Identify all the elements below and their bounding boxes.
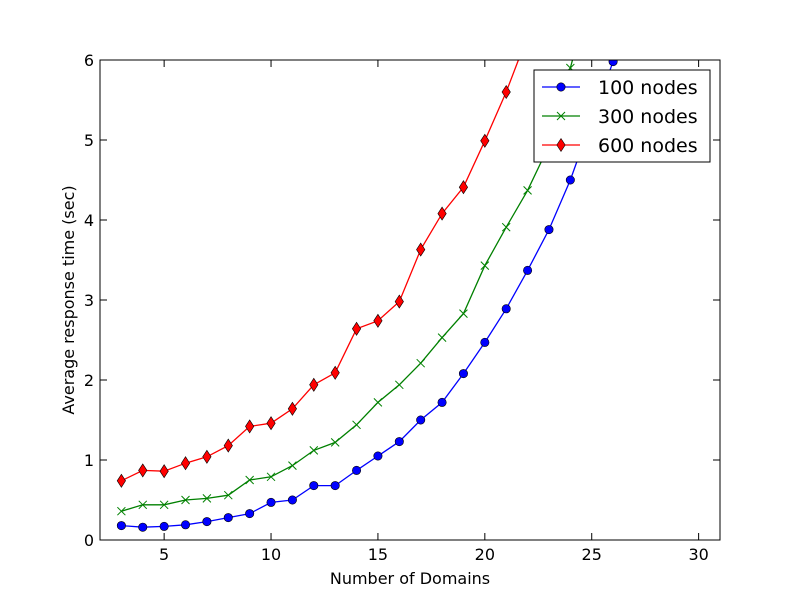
data-point xyxy=(330,438,340,447)
data-point xyxy=(223,490,233,500)
data-point xyxy=(416,242,426,257)
x-axis-title: Number of Domains xyxy=(330,569,490,588)
y-tick-label: 3 xyxy=(84,291,94,310)
data-point xyxy=(330,365,340,380)
data-point xyxy=(266,497,276,507)
data-point xyxy=(416,358,426,368)
data-point xyxy=(117,506,126,516)
data-point xyxy=(202,517,212,527)
legend-item: 100 nodes xyxy=(542,77,698,99)
x-tick-label: 5 xyxy=(159,545,169,564)
data-point xyxy=(202,494,212,503)
x-tick-label: 10 xyxy=(261,545,281,564)
data-point xyxy=(309,446,319,455)
data-point xyxy=(266,416,276,431)
data-point xyxy=(501,304,511,314)
data-point xyxy=(138,463,148,478)
x-tick-label: 15 xyxy=(368,545,388,564)
data-point xyxy=(288,461,297,470)
data-point xyxy=(501,84,511,100)
data-point xyxy=(565,175,575,185)
data-point xyxy=(394,437,404,447)
data-point xyxy=(416,415,426,425)
data-point xyxy=(159,500,169,510)
data-point xyxy=(181,520,191,530)
legend-label: 600 nodes xyxy=(598,135,698,157)
data-point xyxy=(458,369,468,379)
data-point xyxy=(116,521,126,531)
data-point xyxy=(138,522,148,532)
data-point xyxy=(116,473,126,488)
data-point xyxy=(544,225,554,235)
data-point xyxy=(373,398,383,407)
y-tick-label: 4 xyxy=(84,211,94,230)
x-tick-label: 30 xyxy=(688,545,708,564)
data-point xyxy=(202,449,212,464)
legend-marker xyxy=(556,82,566,92)
x-tick-label: 25 xyxy=(582,545,602,564)
data-point xyxy=(330,481,340,491)
data-point xyxy=(480,261,490,270)
y-tick-label: 5 xyxy=(84,131,94,150)
data-point xyxy=(223,438,233,453)
legend: 100 nodes 300 nodes 600 nodes xyxy=(533,69,711,163)
data-point xyxy=(437,333,447,342)
data-point xyxy=(287,495,297,505)
data-point xyxy=(351,321,362,336)
x-tick-label: 20 xyxy=(475,545,495,564)
data-point xyxy=(523,265,533,275)
data-point xyxy=(223,513,233,523)
data-point xyxy=(394,380,404,390)
data-point xyxy=(180,456,191,471)
data-point xyxy=(458,180,469,195)
legend-item: 600 nodes xyxy=(542,135,698,157)
data-point xyxy=(394,294,404,309)
data-point xyxy=(352,465,362,475)
data-point xyxy=(245,419,255,434)
y-tick-label: 1 xyxy=(84,451,94,470)
data-point xyxy=(501,222,511,232)
data-point xyxy=(523,30,531,43)
y-tick-label: 6 xyxy=(84,51,94,70)
data-point xyxy=(373,451,383,461)
data-point xyxy=(159,521,169,531)
legend-marker xyxy=(556,137,566,153)
data-point xyxy=(138,500,148,510)
legend-item: 300 nodes xyxy=(542,106,698,128)
data-point xyxy=(352,420,361,430)
data-point xyxy=(309,481,319,491)
data-point xyxy=(266,472,276,482)
data-point xyxy=(480,337,490,347)
data-point xyxy=(608,60,618,67)
legend-label: 300 nodes xyxy=(598,106,698,128)
legend-label: 100 nodes xyxy=(598,77,698,99)
data-point xyxy=(287,401,297,416)
data-point xyxy=(480,133,490,148)
legend-marker xyxy=(556,111,566,121)
data-point xyxy=(245,509,255,519)
data-point xyxy=(459,309,468,318)
data-point xyxy=(309,377,319,392)
data-point xyxy=(437,397,447,407)
data-point xyxy=(245,475,255,485)
series-600-nodes xyxy=(116,30,531,488)
y-axis-title: Average response time (sec) xyxy=(59,185,78,414)
series-100-nodes xyxy=(116,60,618,532)
data-point xyxy=(159,464,169,479)
data-point xyxy=(373,313,383,328)
data-point xyxy=(437,206,447,221)
y-tick-label: 2 xyxy=(84,371,94,390)
data-point xyxy=(523,186,532,195)
data-point xyxy=(181,495,190,505)
y-tick-label: 0 xyxy=(84,531,94,550)
